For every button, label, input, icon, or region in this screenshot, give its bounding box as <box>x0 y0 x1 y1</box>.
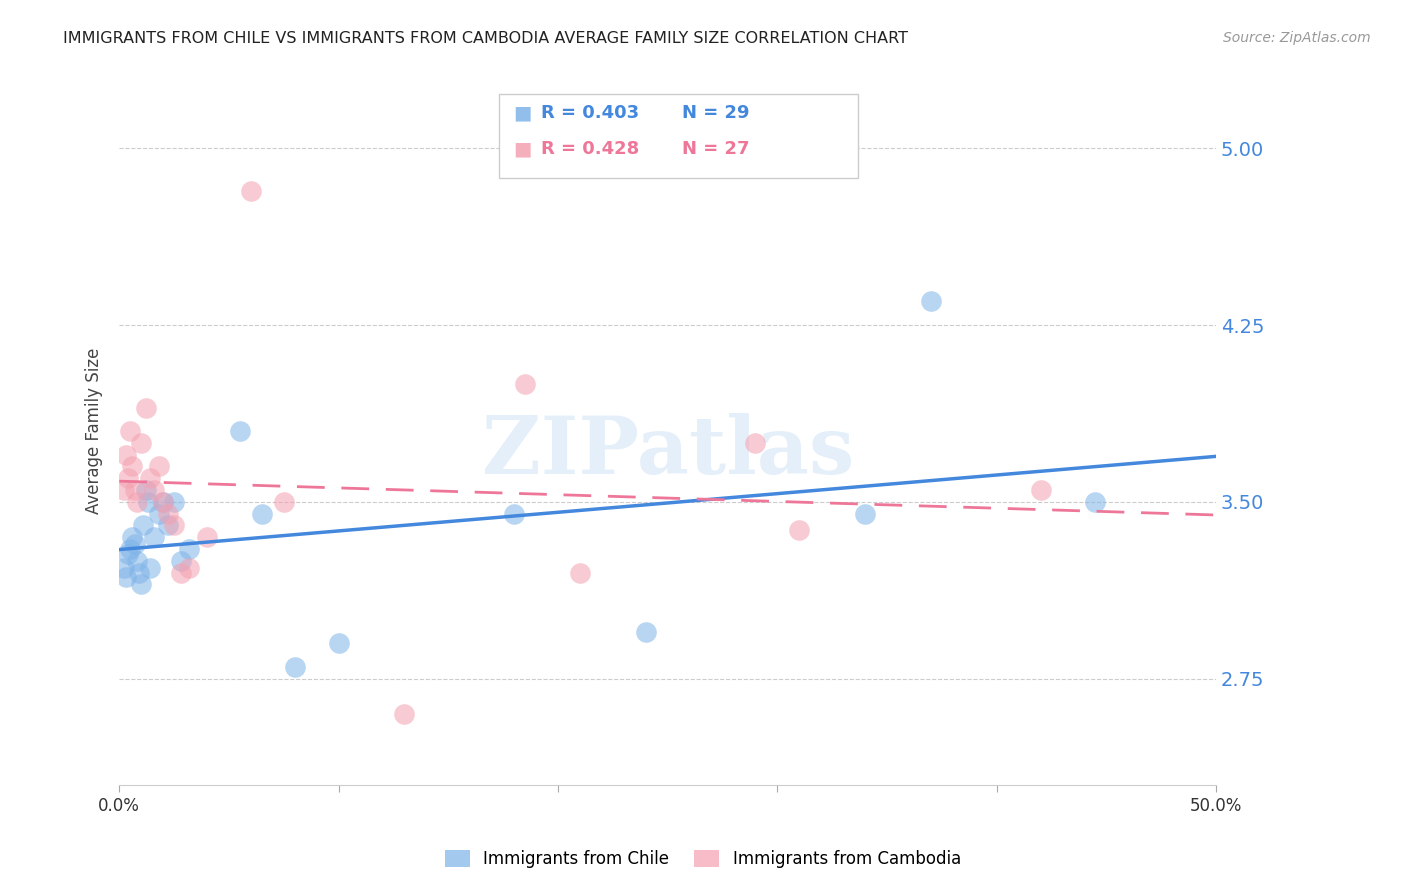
Point <box>156 518 179 533</box>
Point <box>124 483 146 497</box>
Point <box>787 523 810 537</box>
Point <box>179 541 201 556</box>
Point <box>195 530 218 544</box>
Point <box>125 554 148 568</box>
Text: N = 27: N = 27 <box>682 140 749 158</box>
Point <box>128 566 150 580</box>
Point <box>143 530 166 544</box>
Point <box>112 561 135 575</box>
Point <box>634 624 657 639</box>
Point <box>115 448 138 462</box>
Point <box>121 459 143 474</box>
Point <box>744 436 766 450</box>
Point <box>503 507 526 521</box>
Point <box>132 518 155 533</box>
Text: ZIPatlas: ZIPatlas <box>482 413 853 491</box>
Point <box>239 184 262 198</box>
Text: Source: ZipAtlas.com: Source: ZipAtlas.com <box>1223 31 1371 45</box>
Point <box>229 424 252 438</box>
Point <box>121 530 143 544</box>
Point <box>152 495 174 509</box>
Point <box>120 541 142 556</box>
Point <box>156 507 179 521</box>
Point <box>284 660 307 674</box>
Point <box>513 376 536 391</box>
Text: R = 0.403: R = 0.403 <box>541 104 640 122</box>
Point <box>152 495 174 509</box>
Point <box>163 518 186 533</box>
Text: ■: ■ <box>513 139 531 159</box>
Point <box>170 554 193 568</box>
Text: R = 0.428: R = 0.428 <box>541 140 640 158</box>
Point <box>129 436 152 450</box>
Y-axis label: Average Family Size: Average Family Size <box>86 348 103 515</box>
Point <box>117 471 139 485</box>
Point <box>112 483 135 497</box>
Point <box>148 507 170 521</box>
Legend: Immigrants from Chile, Immigrants from Cambodia: Immigrants from Chile, Immigrants from C… <box>439 843 967 875</box>
Point <box>250 507 273 521</box>
Point <box>143 483 166 497</box>
Point <box>136 495 159 509</box>
Point <box>170 566 193 580</box>
Point <box>120 424 142 438</box>
Point <box>568 566 591 580</box>
Point <box>179 561 201 575</box>
Point <box>163 495 186 509</box>
Point <box>1084 495 1107 509</box>
Point <box>328 636 350 650</box>
Point <box>115 570 138 584</box>
Point <box>139 561 162 575</box>
Point <box>273 495 295 509</box>
Point <box>117 547 139 561</box>
Point <box>124 537 146 551</box>
Text: N = 29: N = 29 <box>682 104 749 122</box>
Point <box>1029 483 1052 497</box>
Point <box>148 459 170 474</box>
Text: ■: ■ <box>513 103 531 123</box>
Point <box>139 471 162 485</box>
Point <box>135 483 157 497</box>
Point <box>853 507 876 521</box>
Text: IMMIGRANTS FROM CHILE VS IMMIGRANTS FROM CAMBODIA AVERAGE FAMILY SIZE CORRELATIO: IMMIGRANTS FROM CHILE VS IMMIGRANTS FROM… <box>63 31 908 46</box>
Point <box>920 294 942 309</box>
Point <box>394 706 416 721</box>
Point <box>125 495 148 509</box>
Point <box>135 401 157 415</box>
Point <box>129 577 152 591</box>
